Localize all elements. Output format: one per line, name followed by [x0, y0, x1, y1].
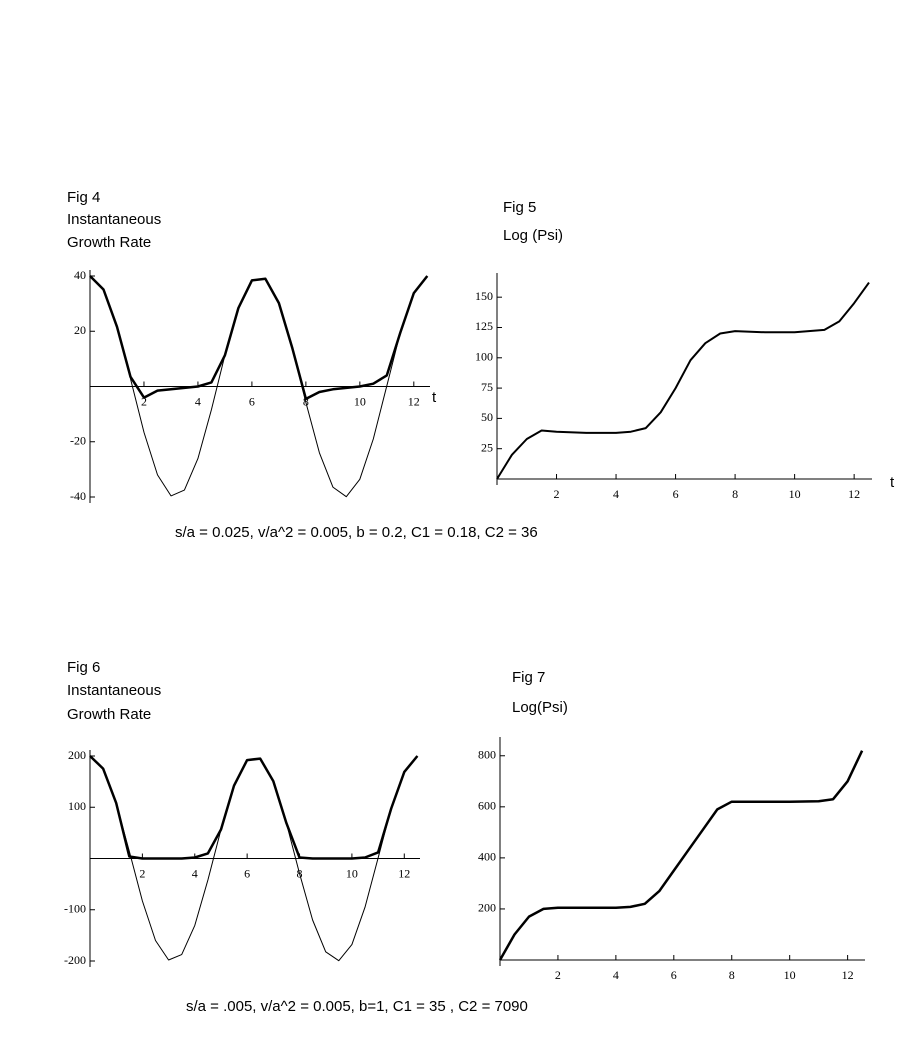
chart-subtitle: Instantaneous: [67, 211, 161, 228]
caption: s/a = .005, v/a^2 = 0.005, b=1, C1 = 35 …: [186, 998, 528, 1015]
x-tick-label: 8: [729, 968, 735, 982]
x-tick-label: 12: [398, 866, 410, 880]
y-tick-label: 40: [74, 268, 86, 282]
y-tick-label: 75: [481, 380, 493, 394]
y-tick-label: -200: [64, 953, 86, 967]
x-tick-label: 6: [671, 968, 677, 982]
x-tick-label: 4: [195, 394, 201, 408]
y-tick-label: 125: [475, 319, 493, 333]
y-tick-label: -100: [64, 902, 86, 916]
x-tick-label: 4: [613, 968, 619, 982]
x-tick-label: 10: [784, 968, 796, 982]
x-axis-label: t: [890, 474, 895, 491]
x-tick-label: 4: [613, 487, 619, 501]
x-tick-label: 10: [789, 487, 801, 501]
x-tick-label: 6: [673, 487, 679, 501]
y-tick-label: 600: [478, 799, 496, 813]
x-tick-label: 2: [554, 487, 560, 501]
y-tick-label: 100: [68, 799, 86, 813]
chart-subtitle: Log (Psi): [503, 227, 563, 244]
y-tick-label: 20: [74, 323, 86, 337]
x-tick-label: 2: [141, 394, 147, 408]
y-tick-label: 400: [478, 850, 496, 864]
chart-title: Fig 7: [512, 669, 545, 686]
chart-title: Fig 4: [67, 189, 100, 206]
chart-title: Fig 6: [67, 659, 100, 676]
x-tick-label: 6: [249, 394, 255, 408]
y-tick-label: -20: [70, 434, 86, 448]
y-tick-label: 800: [478, 748, 496, 762]
chart-subtitle: Log(Psi): [512, 699, 568, 716]
x-axis-label: t: [432, 389, 437, 406]
x-tick-label: 10: [346, 866, 358, 880]
x-tick-label: 12: [848, 487, 860, 501]
x-tick-label: 12: [408, 394, 420, 408]
x-tick-label: 6: [244, 866, 250, 880]
chart-subtitle: Growth Rate: [67, 706, 151, 723]
line: [498, 750, 864, 961]
x-tick-label: 8: [732, 487, 738, 501]
y-tick-label: 200: [478, 901, 496, 915]
caption: s/a = 0.025, v/a^2 = 0.005, b = 0.2, C1 …: [175, 524, 538, 541]
chart-subtitle: Growth Rate: [67, 234, 151, 251]
line: [89, 755, 419, 860]
x-tick-label: 2: [139, 866, 145, 880]
line: [89, 275, 429, 401]
x-tick-label: 12: [842, 968, 854, 982]
y-tick-label: 25: [481, 440, 493, 454]
x-tick-label: 2: [555, 968, 561, 982]
y-tick-label: 50: [481, 410, 493, 424]
y-tick-label: 150: [475, 289, 493, 303]
y-tick-label: -40: [70, 489, 86, 503]
x-tick-label: 4: [192, 866, 198, 880]
line: [496, 282, 870, 480]
y-tick-label: 100: [475, 350, 493, 364]
x-tick-label: 10: [354, 394, 366, 408]
chart-subtitle: Instantaneous: [67, 682, 161, 699]
y-tick-label: 200: [68, 748, 86, 762]
chart-title: Fig 5: [503, 199, 536, 216]
